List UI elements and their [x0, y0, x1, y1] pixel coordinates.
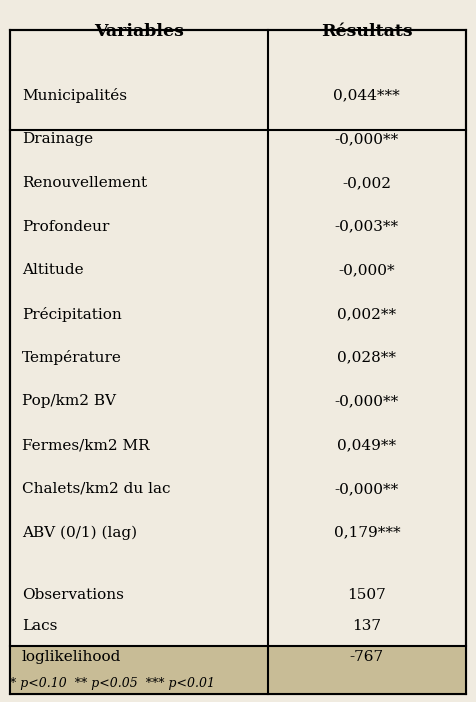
- Text: -0,002: -0,002: [342, 176, 391, 190]
- Text: * p<0.10  ** p<0.05  *** p<0.01: * p<0.10 ** p<0.05 *** p<0.01: [10, 677, 215, 689]
- Text: 137: 137: [352, 619, 381, 633]
- Text: 0,028**: 0,028**: [337, 351, 397, 365]
- Text: 0,002**: 0,002**: [337, 307, 397, 321]
- Text: -0,000*: -0,000*: [338, 263, 395, 277]
- Text: Profondeur: Profondeur: [22, 220, 109, 234]
- Text: -767: -767: [350, 649, 384, 663]
- Text: Municipalités: Municipalités: [22, 88, 127, 103]
- Text: Chalets/km2 du lac: Chalets/km2 du lac: [22, 482, 170, 496]
- Text: -0,000**: -0,000**: [335, 482, 399, 496]
- Text: Température: Température: [22, 350, 122, 365]
- Text: -0,000**: -0,000**: [335, 395, 399, 409]
- Text: Variables: Variables: [94, 23, 184, 41]
- Text: Renouvellement: Renouvellement: [22, 176, 147, 190]
- Text: Pop/km2 BV: Pop/km2 BV: [22, 395, 116, 409]
- Text: Précipitation: Précipitation: [22, 307, 122, 322]
- Text: -0,000**: -0,000**: [335, 132, 399, 146]
- Text: Observations: Observations: [22, 588, 124, 602]
- Text: ABV (0/1) (lag): ABV (0/1) (lag): [22, 526, 137, 540]
- Text: 0,044***: 0,044***: [334, 88, 400, 102]
- Text: loglikelihood: loglikelihood: [22, 649, 121, 663]
- Text: 0,049**: 0,049**: [337, 438, 397, 452]
- Text: 1507: 1507: [347, 588, 386, 602]
- Text: Altitude: Altitude: [22, 263, 84, 277]
- Text: -0,003**: -0,003**: [335, 220, 399, 234]
- Bar: [10, 646, 466, 694]
- Text: Fermes/km2 MR: Fermes/km2 MR: [22, 438, 149, 452]
- Text: 0,179***: 0,179***: [334, 526, 400, 540]
- Text: Résultats: Résultats: [321, 23, 413, 41]
- Text: Drainage: Drainage: [22, 132, 93, 146]
- Text: Lacs: Lacs: [22, 619, 58, 633]
